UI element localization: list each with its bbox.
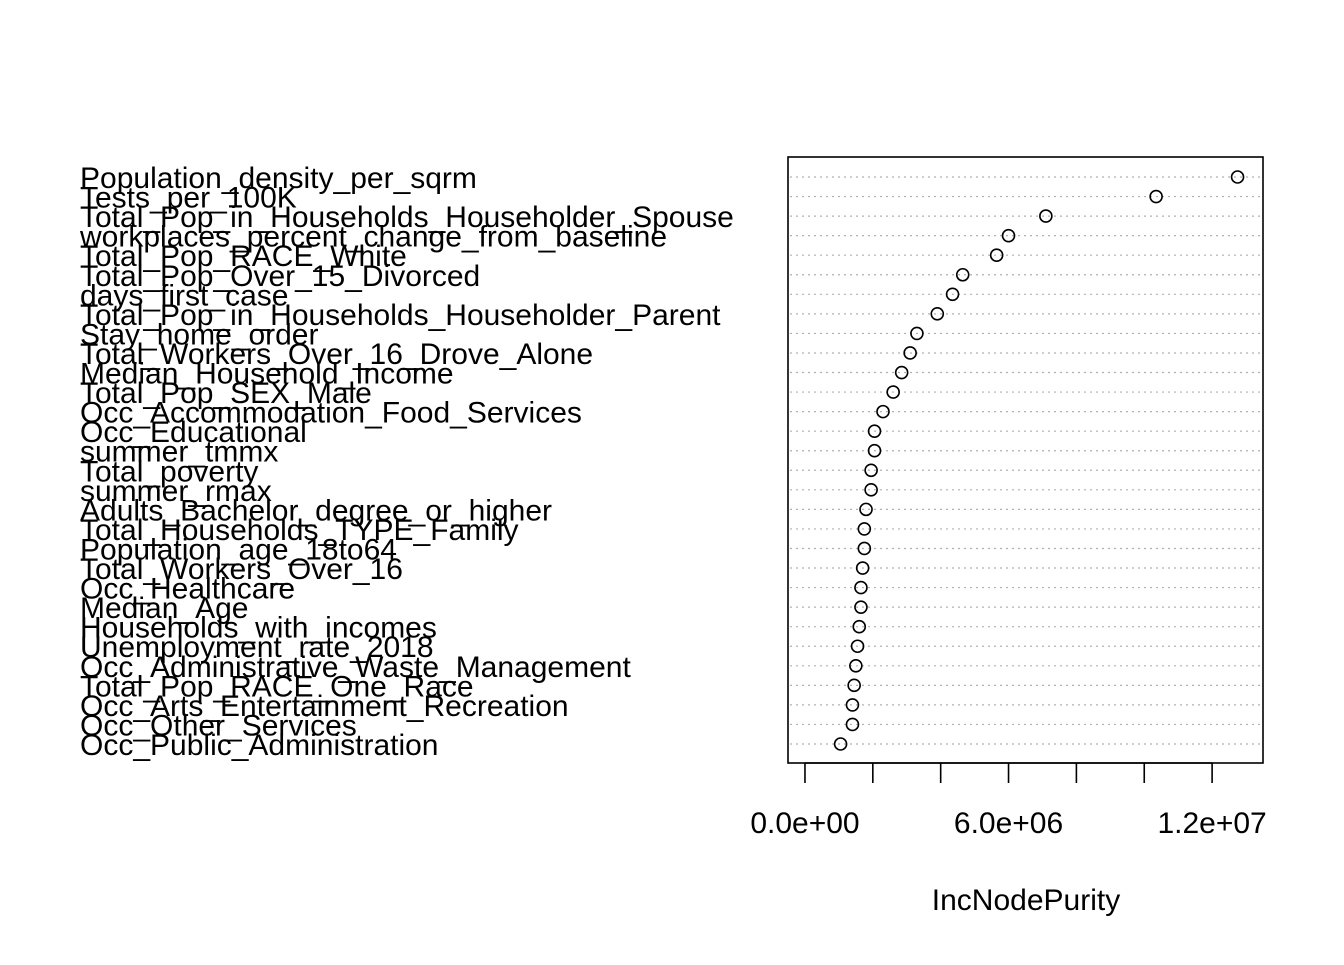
data-point <box>886 385 900 399</box>
grid-lines <box>790 176 1261 745</box>
data-point <box>847 678 861 693</box>
data-point <box>955 267 970 282</box>
x-tick-label: 0.0e+00 <box>750 807 859 840</box>
x-tick-label: 1.2e+07 <box>1157 807 1266 840</box>
data-point <box>945 287 960 302</box>
x-tick-label: 6.0e+06 <box>954 807 1063 840</box>
variable-label: Occ_Arts_Entertainment_Recreation <box>80 690 569 723</box>
variable-label: Total_Workers_Over_16_Drove_Alone <box>80 338 593 371</box>
data-point <box>903 346 917 360</box>
variable-label: Adults_Bachelor_degree_or_higher <box>80 494 552 527</box>
data-point <box>867 443 882 458</box>
variable-label: workplaces_percent_change_from_baseline <box>79 221 667 254</box>
data-point <box>864 483 878 497</box>
data-point <box>857 541 872 556</box>
data-point <box>845 717 860 732</box>
variable-label: Occ_Accommodation_Food_Services <box>80 397 582 430</box>
variable-label: days_first_case <box>80 279 288 312</box>
data-point <box>864 463 878 478</box>
variable-label: Total_Pop_SEX_Male <box>80 377 372 410</box>
data-point <box>930 307 945 321</box>
data-point <box>850 639 865 654</box>
variable-label: Total_Pop_Over_15_Divorced <box>80 260 480 293</box>
data-point <box>854 600 868 614</box>
variable-label: Total_Households_TYPE_Family <box>80 514 519 547</box>
variable-label: Occ_Educational <box>80 416 307 449</box>
variable-label: Total_poverty <box>80 455 258 488</box>
x-axis-label: IncNodePurity <box>932 884 1120 917</box>
data-point <box>989 248 1004 263</box>
data-point <box>859 502 873 517</box>
data-point <box>854 580 868 595</box>
variable-label: Occ_Other_Services <box>80 709 357 742</box>
variable-label: Unemployment_rate_2018 <box>80 631 434 664</box>
variable-label: Total_Workers_Over_16 <box>80 553 403 586</box>
plot-frame <box>787 156 1264 764</box>
variable-label: Stay_home_order <box>80 318 318 351</box>
data-point <box>833 737 848 751</box>
data-point <box>857 522 872 536</box>
variable-label: Population_age_18to64 <box>80 533 397 566</box>
variable-label: Total_Pop_RACE_One_Race <box>80 670 474 703</box>
variable-label: Households_with_incomes <box>80 612 437 645</box>
data-point <box>910 326 924 341</box>
data-point <box>1039 209 1053 223</box>
variable-label: Total_Pop_in_Households_Householder_Spou… <box>80 201 734 234</box>
variable-label: Median_Household_Income <box>80 358 454 391</box>
variable-label: summer_tmmx <box>80 436 278 469</box>
variable-label: Occ_Healthcare <box>80 573 295 606</box>
data-point <box>876 404 890 419</box>
data-point <box>845 698 860 712</box>
data-point <box>867 424 882 438</box>
variable-label: Occ_Public_Administration <box>80 729 439 762</box>
data-point <box>1230 170 1245 184</box>
data-point <box>855 561 870 575</box>
variable-label: summer_rmax <box>80 475 272 508</box>
data-point <box>852 619 867 634</box>
x-axis: 0.0e+00 6.0e+06 1.2e+07 <box>750 762 1267 840</box>
variable-label: Population_density_per_sqrm <box>80 162 477 195</box>
variable-label: Total_Pop_in_Households_Householder_Pare… <box>80 299 721 332</box>
variable-labels: Population_density_per_sqrmTests_per_100… <box>79 162 734 762</box>
data-point <box>1001 228 1016 243</box>
data-point <box>894 365 909 380</box>
variable-label: Median_Age <box>80 592 248 625</box>
data-point <box>1149 189 1163 204</box>
variable-label: Occ_Administrative_Waste_Management <box>80 651 631 684</box>
data-points <box>833 170 1245 751</box>
variable-label: Tests_per_100K <box>80 182 297 215</box>
data-point <box>849 658 863 673</box>
variable-label: Total_Pop_RACE_White <box>80 240 407 273</box>
